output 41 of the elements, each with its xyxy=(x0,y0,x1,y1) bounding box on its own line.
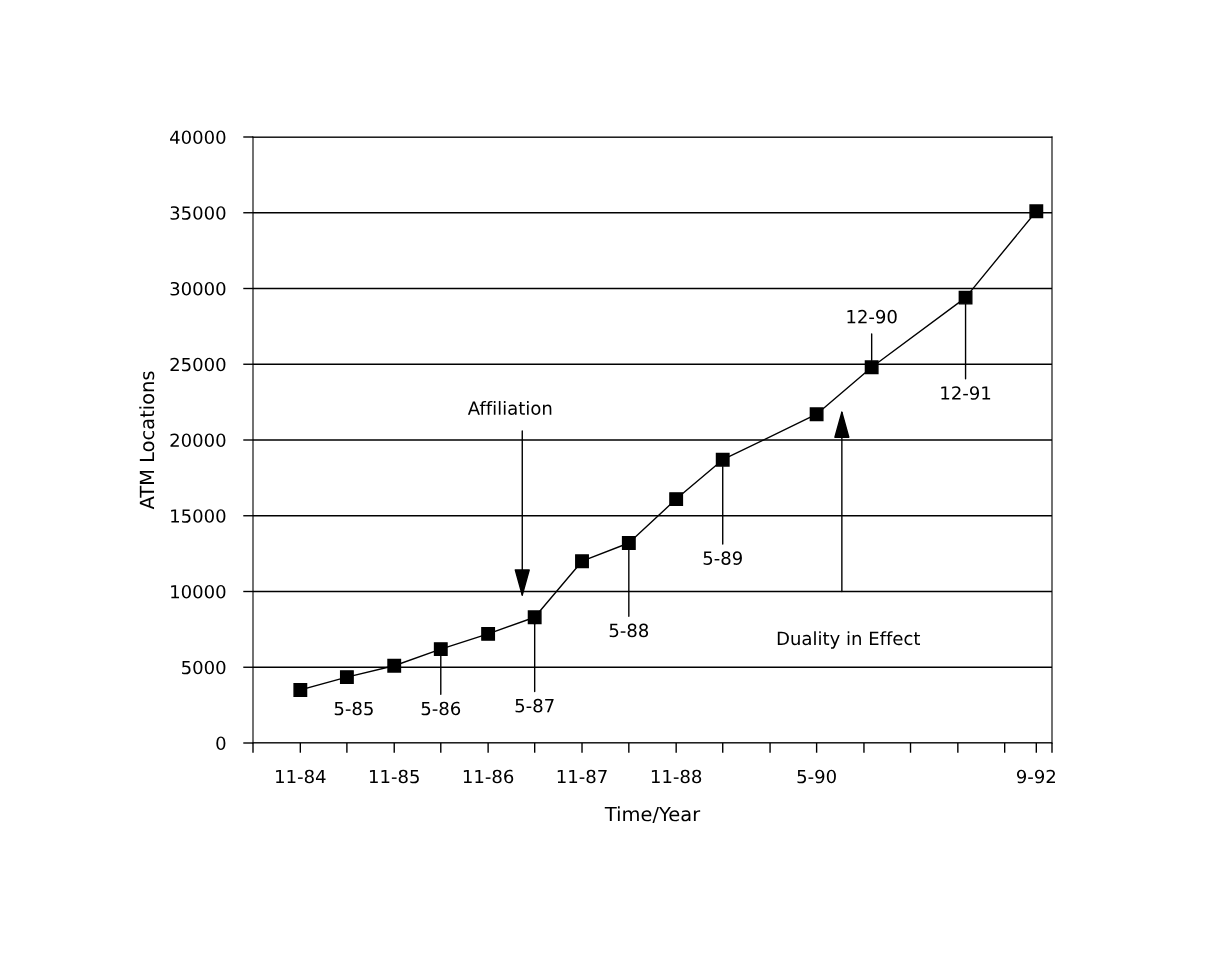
point xyxy=(387,658,402,673)
y-tick-label: 25000 xyxy=(170,357,226,372)
annotation: 5-89 xyxy=(703,551,742,565)
point xyxy=(864,360,879,375)
y-axis-title: ATM Locations xyxy=(139,371,155,510)
annotation: Affiliation xyxy=(467,400,552,415)
y-tick-label: 15000 xyxy=(171,509,226,523)
point xyxy=(293,683,308,697)
annotation: Duality in Effect xyxy=(777,631,921,649)
x-tick-label: 11-86 xyxy=(463,769,514,784)
point xyxy=(669,492,684,507)
annotation: 5-87 xyxy=(515,698,554,713)
x-tick-label: 11-85 xyxy=(369,769,419,784)
annotation: 5-86 xyxy=(421,701,461,716)
annotation: 5-88 xyxy=(609,623,649,638)
point xyxy=(433,642,448,657)
point xyxy=(809,407,824,422)
point xyxy=(339,670,354,685)
point xyxy=(715,452,730,467)
point xyxy=(527,610,542,625)
annotation: 12-91 xyxy=(941,386,991,400)
y-tick-label: 20000 xyxy=(170,433,226,448)
y-tick-label: 35000 xyxy=(170,206,226,220)
point xyxy=(1029,204,1044,219)
x-tick-label: 11-84 xyxy=(276,769,326,784)
point xyxy=(575,554,589,569)
x-tick-label: 11-87 xyxy=(557,769,607,784)
x-tick-label: 11-88 xyxy=(651,769,702,784)
y-tick-label: 10000 xyxy=(171,584,226,599)
y-tick-label: 40000 xyxy=(170,130,226,145)
y-tick-label: 5000 xyxy=(182,660,226,675)
point xyxy=(621,536,636,550)
x-axis-title: Time/Year xyxy=(604,806,701,823)
annotation: 12-90 xyxy=(847,309,897,324)
point xyxy=(481,626,496,641)
y-tick-label: 0 xyxy=(216,736,226,751)
y-tick-label: 30000 xyxy=(170,281,226,296)
annotation: 5-85 xyxy=(334,701,373,716)
x-tick-label: 9-92 xyxy=(1016,769,1055,784)
point xyxy=(958,290,973,305)
x-tick-label: 5-90 xyxy=(797,769,836,784)
